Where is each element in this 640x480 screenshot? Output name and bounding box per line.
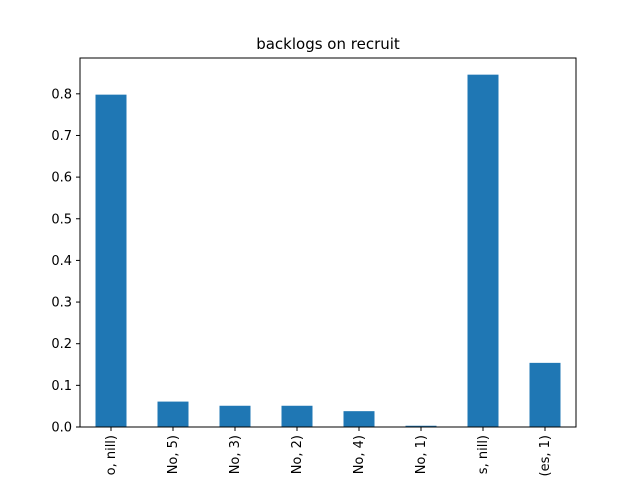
y-tick-label: 0.7 xyxy=(51,129,72,144)
bar xyxy=(219,405,251,427)
bar xyxy=(157,401,189,427)
bar xyxy=(529,362,561,427)
x-tick-label: No, 2) xyxy=(290,435,305,474)
y-tick-label: 0.4 xyxy=(51,254,72,269)
x-tick-label: o, nill) xyxy=(104,435,119,475)
y-tick-label: 0.0 xyxy=(51,421,72,436)
bar xyxy=(343,411,375,427)
chart-title: backlogs on recruit xyxy=(256,35,400,53)
bar xyxy=(467,74,499,427)
y-tick-label: 0.8 xyxy=(51,87,72,102)
x-tick-label: No, 1) xyxy=(414,435,429,474)
y-tick-label: 0.2 xyxy=(51,337,72,352)
y-axis: 0.0 0.1 0.2 0.3 0.4 0.5 0.6 0.7 0.8 xyxy=(51,87,80,436)
bar xyxy=(405,425,437,427)
plot-frame xyxy=(79,57,577,428)
y-tick-label: 0.1 xyxy=(51,379,72,394)
x-tick-label: No, 4) xyxy=(352,435,367,474)
y-tick-label: 0.5 xyxy=(51,212,72,227)
y-tick-label: 0.3 xyxy=(51,296,72,311)
bar xyxy=(281,405,313,427)
x-tick-label: (es, 1) xyxy=(538,435,553,476)
x-axis: o, nill) No, 5) No, 3) No, 2) No, 4) No, 1) s,… xyxy=(104,427,553,476)
bars-group xyxy=(95,74,561,428)
x-tick-label: No, 3) xyxy=(228,435,243,474)
bar xyxy=(95,94,127,428)
x-tick-label: No, 5) xyxy=(166,435,181,474)
y-tick-label: 0.6 xyxy=(51,171,72,186)
x-tick-label: s, nill) xyxy=(476,435,491,474)
